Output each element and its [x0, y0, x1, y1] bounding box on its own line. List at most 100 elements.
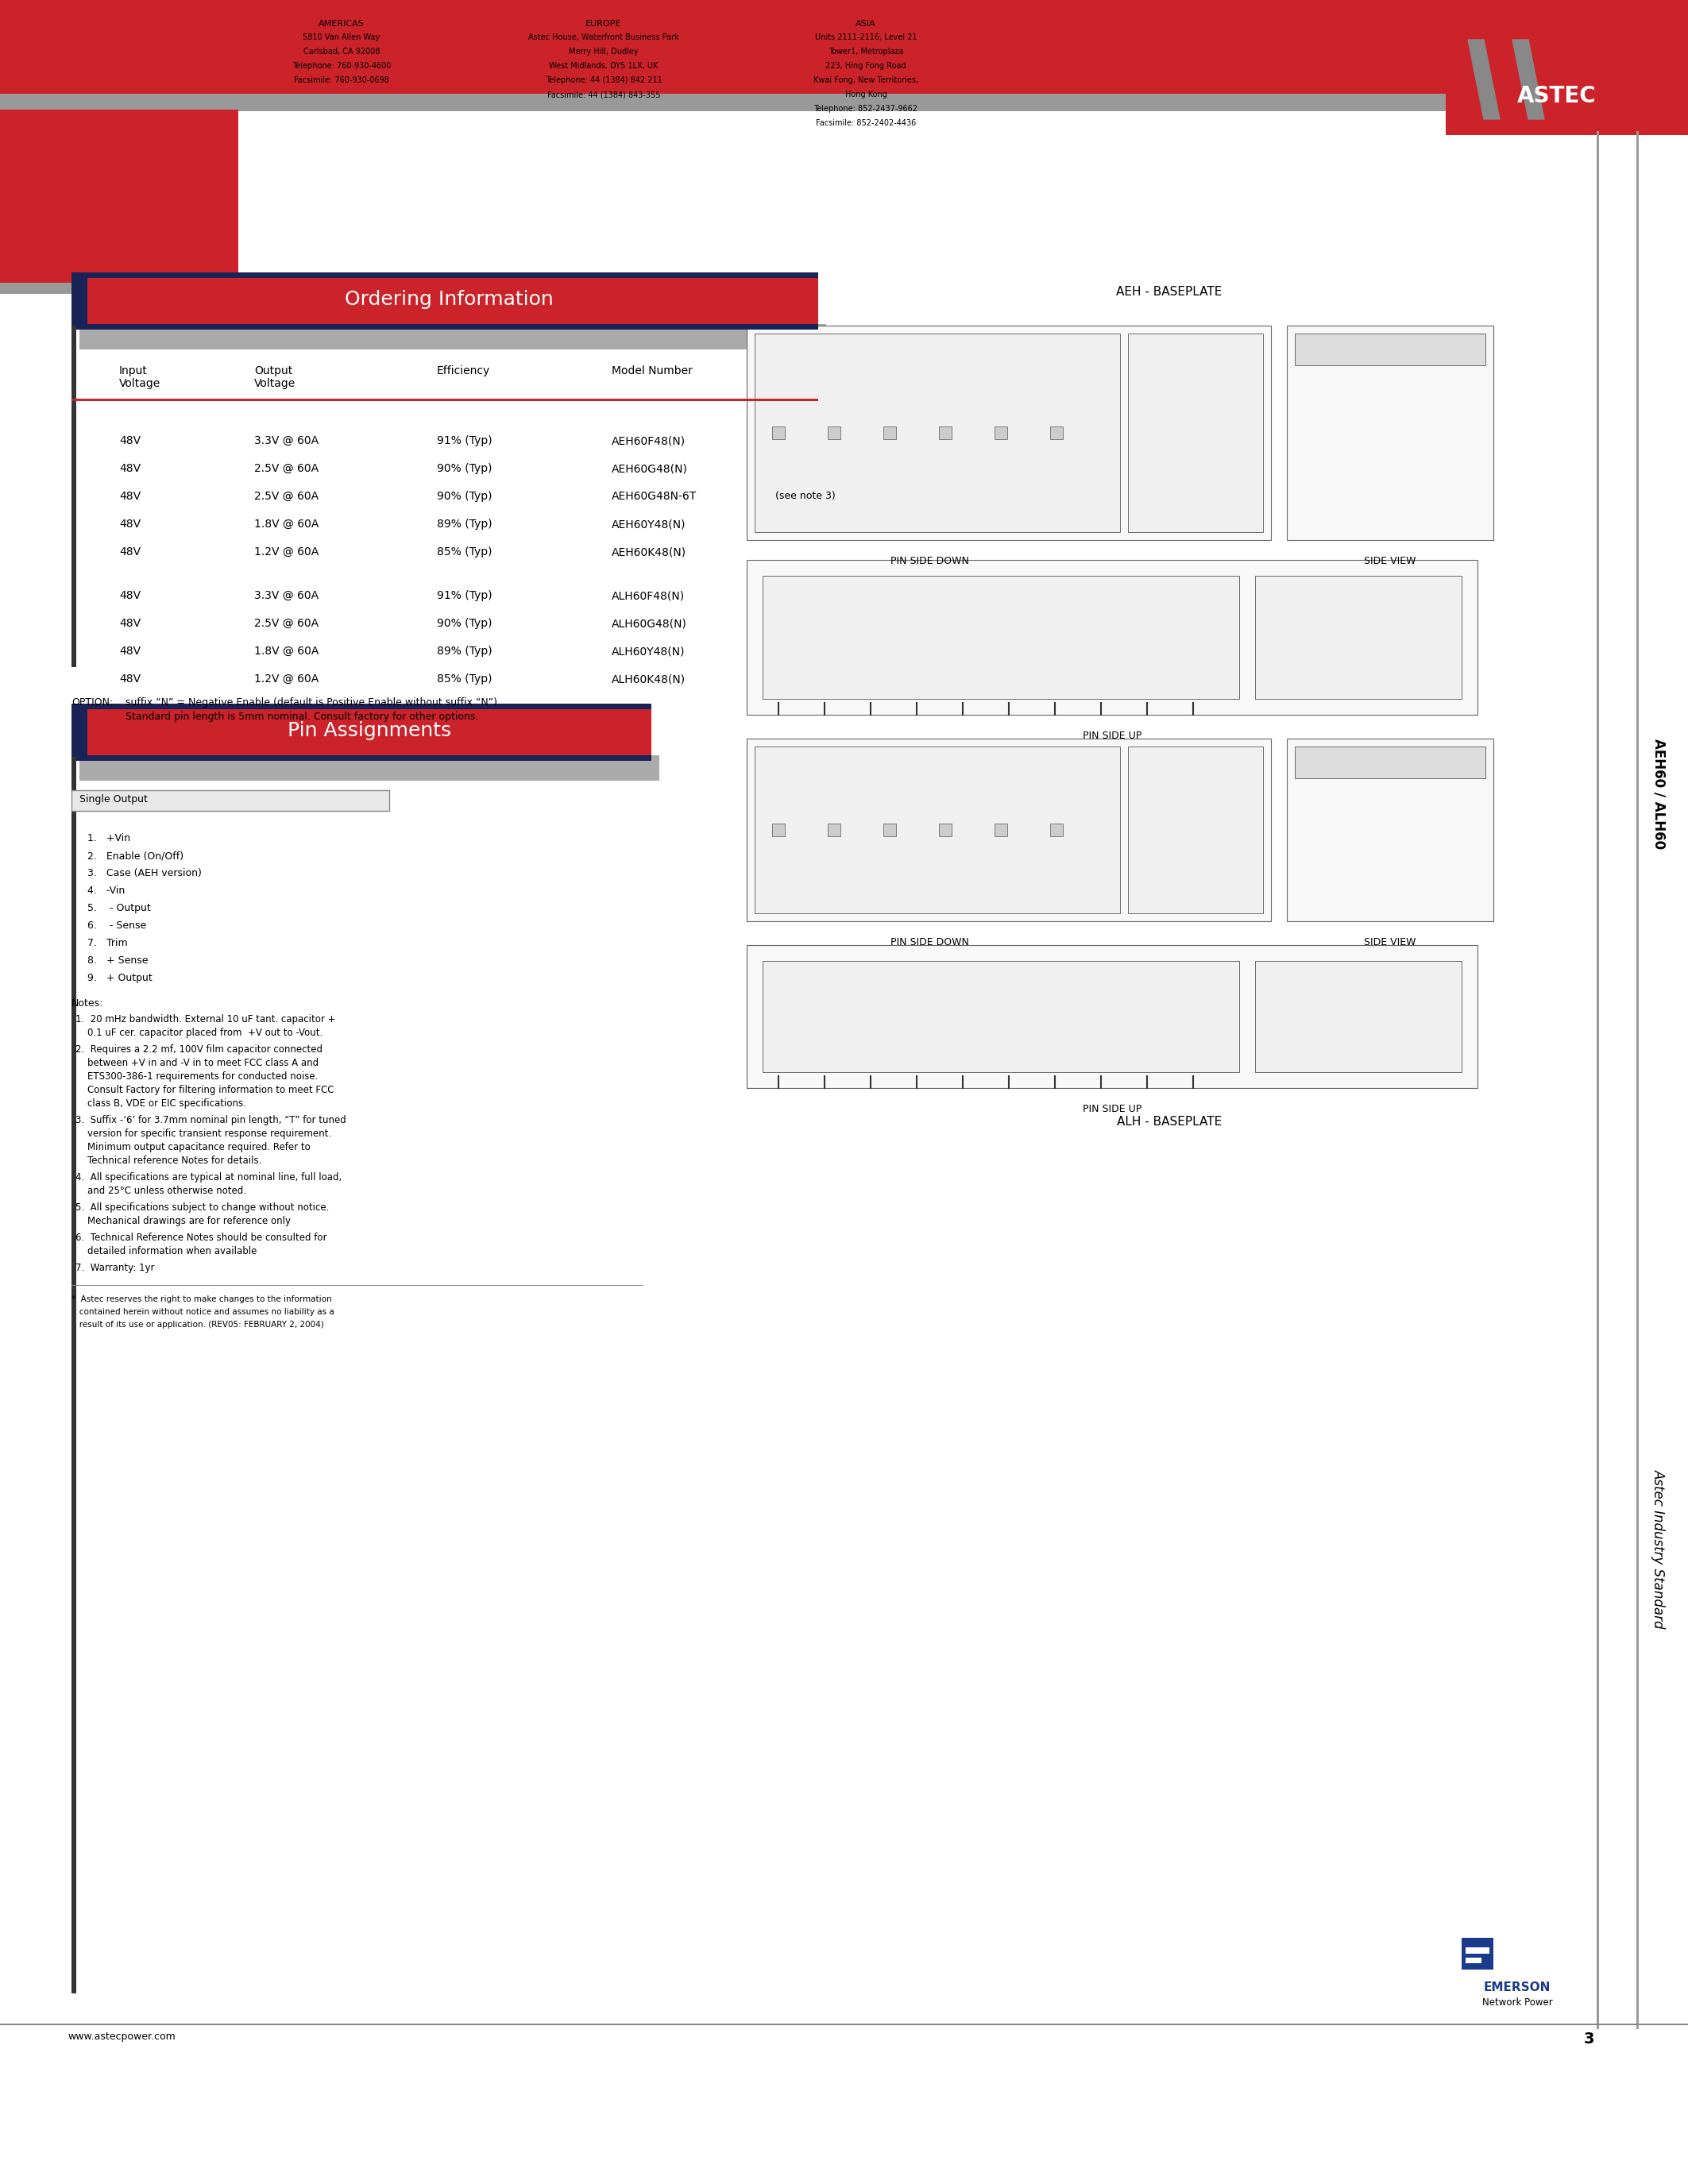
- Bar: [1286, 325, 1494, 539]
- Bar: [1462, 1937, 1494, 1970]
- Bar: [71, 703, 652, 760]
- Text: version for specific transient response requirement.: version for specific transient response …: [76, 1129, 331, 1138]
- Text: 8.   + Sense: 8. + Sense: [88, 954, 149, 965]
- Text: Ordering Information: Ordering Information: [344, 290, 554, 308]
- Text: Facsimile: 760-930-0698: Facsimile: 760-930-0698: [294, 76, 390, 85]
- Text: PIN SIDE UP: PIN SIDE UP: [1082, 1103, 1141, 1114]
- Text: Hong Kong: Hong Kong: [846, 90, 886, 98]
- Bar: [1465, 1948, 1489, 1955]
- Text: Single Output: Single Output: [79, 793, 147, 804]
- Text: Notes:: Notes:: [71, 998, 103, 1009]
- Text: between +V in and -V in to meet FCC class A and: between +V in and -V in to meet FCC clas…: [76, 1057, 319, 1068]
- Text: 1.2V @ 60A: 1.2V @ 60A: [255, 546, 319, 557]
- Text: 9.   + Output: 9. + Output: [88, 972, 152, 983]
- Text: 6.    - Sense: 6. - Sense: [88, 919, 147, 930]
- Text: 1.   +Vin: 1. +Vin: [88, 832, 130, 843]
- Text: Telephone: 44 (1384) 842 211: Telephone: 44 (1384) 842 211: [545, 76, 662, 85]
- Bar: [994, 823, 1008, 836]
- Text: EMERSON: EMERSON: [1484, 1981, 1551, 1994]
- Text: Telephone: 852-2437-9662: Telephone: 852-2437-9662: [814, 105, 918, 114]
- Text: EUROPE: EUROPE: [586, 20, 621, 28]
- Bar: [1465, 1957, 1482, 1963]
- Bar: [883, 426, 896, 439]
- Bar: [827, 426, 841, 439]
- Bar: [88, 710, 652, 756]
- Text: 4.   -Vin: 4. -Vin: [88, 885, 125, 895]
- Text: class B, VDE or EIC specifications.: class B, VDE or EIC specifications.: [76, 1099, 246, 1109]
- Bar: [71, 273, 819, 330]
- Bar: [746, 738, 1271, 922]
- Text: ASTEC: ASTEC: [1518, 85, 1597, 107]
- Polygon shape: [1445, 39, 1477, 120]
- Text: SIDE VIEW: SIDE VIEW: [1364, 557, 1416, 566]
- Text: 4.  All specifications are typical at nominal line, full load,: 4. All specifications are typical at nom…: [76, 1173, 341, 1182]
- Bar: [746, 325, 1271, 539]
- Bar: [71, 325, 76, 666]
- Text: Network Power: Network Power: [1482, 1998, 1553, 2007]
- Text: 6.  Technical Reference Notes should be consulted for: 6. Technical Reference Notes should be c…: [76, 1232, 327, 1243]
- Text: ASIA: ASIA: [856, 20, 876, 28]
- Text: Units 2111-2116, Level 21: Units 2111-2116, Level 21: [815, 33, 917, 41]
- Bar: [746, 559, 1477, 714]
- Text: 91% (Typ): 91% (Typ): [437, 590, 493, 601]
- Text: OPTION:: OPTION:: [71, 697, 113, 708]
- Text: 48V: 48V: [120, 590, 140, 601]
- Bar: [1050, 426, 1063, 439]
- Text: contained herein without notice and assumes no liability as a: contained herein without notice and assu…: [71, 1308, 334, 1317]
- Text: *  Astec reserves the right to make changes to the information: * Astec reserves the right to make chang…: [71, 1295, 333, 1304]
- Text: 89% (Typ): 89% (Typ): [437, 646, 493, 657]
- Text: 5.  All specifications subject to change without notice.: 5. All specifications subject to change …: [76, 1203, 329, 1212]
- Text: ETS300-386-1 requirements for conducted noise.: ETS300-386-1 requirements for conducted …: [76, 1072, 317, 1081]
- Text: PIN SIDE UP: PIN SIDE UP: [1082, 732, 1141, 740]
- Text: 90% (Typ): 90% (Typ): [437, 618, 493, 629]
- Bar: [79, 323, 825, 349]
- Polygon shape: [1512, 39, 1545, 120]
- Text: 48V: 48V: [120, 435, 140, 446]
- Text: AMERICAS: AMERICAS: [319, 20, 365, 28]
- Bar: [771, 823, 785, 836]
- Text: ALH60Y48(N): ALH60Y48(N): [611, 646, 685, 657]
- Bar: [994, 426, 1008, 439]
- Bar: [1636, 131, 1639, 2029]
- Text: 3: 3: [1583, 2031, 1593, 2046]
- Text: 48V: 48V: [120, 518, 140, 531]
- Bar: [71, 400, 819, 402]
- Text: AEH60G48N-6T: AEH60G48N-6T: [611, 491, 697, 502]
- Text: 90% (Typ): 90% (Typ): [437, 491, 493, 502]
- Text: Facsimile: 852-2402-4436: Facsimile: 852-2402-4436: [815, 120, 917, 127]
- Text: and 25°C unless otherwise noted.: and 25°C unless otherwise noted.: [76, 1186, 246, 1197]
- Text: 5.    - Output: 5. - Output: [88, 902, 150, 913]
- Bar: [0, 109, 238, 286]
- Text: West Midlands, DY5 1LX, UK: West Midlands, DY5 1LX, UK: [549, 61, 658, 70]
- Bar: [1256, 577, 1462, 699]
- Text: AEH - BASEPLATE: AEH - BASEPLATE: [1116, 286, 1222, 297]
- Text: 3.   Case (AEH version): 3. Case (AEH version): [88, 867, 201, 878]
- Text: 90% (Typ): 90% (Typ): [437, 463, 493, 474]
- Text: 85% (Typ): 85% (Typ): [437, 546, 493, 557]
- Bar: [763, 961, 1239, 1072]
- Text: Efficiency: Efficiency: [437, 365, 490, 376]
- Bar: [71, 791, 390, 810]
- Text: Output
Voltage: Output Voltage: [255, 365, 295, 389]
- Text: www.astecpower.com: www.astecpower.com: [68, 2031, 176, 2042]
- Text: Astec Industry Standard: Astec Industry Standard: [1651, 1470, 1666, 1629]
- Bar: [1128, 334, 1263, 533]
- Bar: [771, 426, 785, 439]
- Text: ALH60K48(N): ALH60K48(N): [611, 673, 685, 684]
- Text: Input
Voltage: Input Voltage: [120, 365, 160, 389]
- Text: Merry Hill, Dudley: Merry Hill, Dudley: [569, 48, 638, 55]
- Text: 48V: 48V: [120, 463, 140, 474]
- Text: 1.8V @ 60A: 1.8V @ 60A: [255, 518, 319, 531]
- Text: 7.  Warranty: 1yr: 7. Warranty: 1yr: [76, 1262, 155, 1273]
- Bar: [827, 823, 841, 836]
- Bar: [1597, 131, 1599, 2029]
- Text: Mechanical drawings are for reference only: Mechanical drawings are for reference on…: [76, 1216, 290, 1225]
- Text: 1.8V @ 60A: 1.8V @ 60A: [255, 646, 319, 657]
- Text: detailed information when available: detailed information when available: [76, 1247, 257, 1256]
- Bar: [0, 282, 238, 295]
- Text: 91% (Typ): 91% (Typ): [437, 435, 493, 446]
- Polygon shape: [1469, 39, 1499, 120]
- Text: 5810 Van Allen Way: 5810 Van Allen Way: [302, 33, 380, 41]
- Bar: [883, 823, 896, 836]
- Text: Facsimile: 44 (1384) 843-355: Facsimile: 44 (1384) 843-355: [547, 90, 660, 98]
